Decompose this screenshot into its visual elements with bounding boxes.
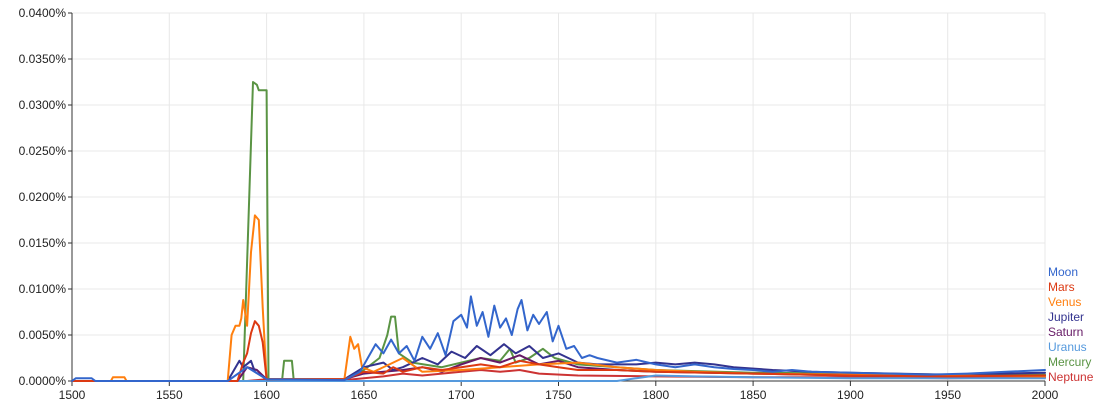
y-tick-label: 0.0000%	[19, 374, 67, 388]
y-tick-label: 0.0400%	[19, 6, 67, 20]
series-line-moon	[71, 295, 1046, 382]
grid	[72, 12, 1046, 381]
y-tick-label: 0.0200%	[19, 190, 67, 204]
x-tick-label: 1600	[253, 388, 280, 402]
x-tick-label: 1800	[642, 388, 669, 402]
x-tick-label: 1500	[59, 388, 86, 402]
y-tick-label: 0.0350%	[19, 52, 67, 66]
x-tick-label: 1550	[156, 388, 183, 402]
y-tick-label: 0.0250%	[19, 144, 67, 158]
y-tick-label: 0.0300%	[19, 98, 67, 112]
series-line-mars	[71, 320, 1046, 382]
legend-entry-mars: Mars	[1048, 280, 1075, 294]
y-tick-label: 0.0150%	[19, 236, 67, 250]
legend-entry-mercury: Mercury	[1048, 355, 1091, 369]
x-tick-label: 1700	[448, 388, 475, 402]
series-line-uranus	[71, 374, 1046, 382]
legend-entry-moon: Moon	[1048, 265, 1078, 279]
x-axis-tick-labels: 1500 1550 1600 1650 1700 1750 1800 1850 1900 1950…	[59, 388, 1059, 402]
legend-entry-saturn: Saturn	[1048, 325, 1083, 339]
legend-entry-uranus: Uranus	[1048, 340, 1087, 354]
legend-entry-jupiter: Jupiter	[1048, 310, 1084, 324]
y-tick-label: 0.0050%	[19, 328, 67, 342]
x-tick-label: 1950	[934, 388, 961, 402]
legend-entry-venus: Venus	[1048, 295, 1081, 309]
x-tick-label: 2000	[1032, 388, 1059, 402]
legend-entry-neptune: Neptune	[1048, 370, 1094, 384]
series-lines	[71, 81, 1046, 382]
x-tick-label: 1850	[740, 388, 767, 402]
legend: MoonMarsVenusJupiterSaturnUranusMercuryN…	[1048, 265, 1094, 384]
y-axis-tick-labels: 0.0000% 0.0050% 0.0100% 0.0150% 0.0200% 0.025…	[19, 6, 67, 388]
x-tick-label: 1650	[351, 388, 378, 402]
x-tick-label: 1900	[837, 388, 864, 402]
y-tick-label: 0.0100%	[19, 282, 67, 296]
x-tick-label: 1750	[545, 388, 572, 402]
series-line-venus	[71, 214, 1046, 382]
